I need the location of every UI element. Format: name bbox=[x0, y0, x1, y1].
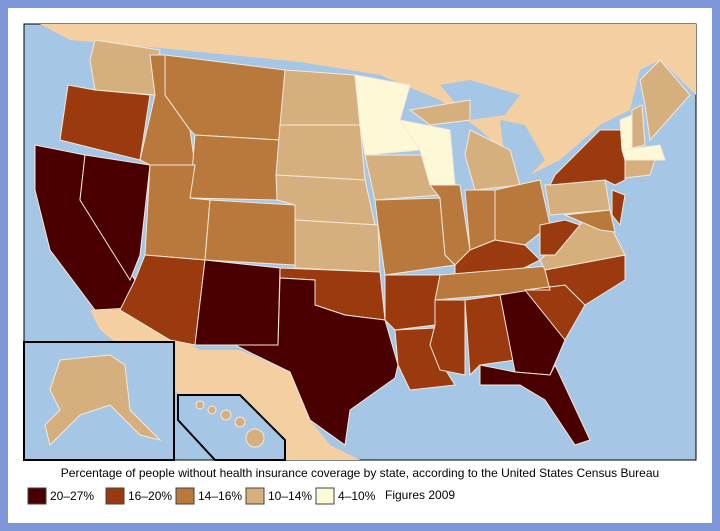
state bbox=[611, 189, 626, 227]
state bbox=[524, 254, 626, 306]
legend-label: 16–20% bbox=[128, 489, 172, 503]
state bbox=[631, 104, 646, 149]
state bbox=[234, 416, 246, 428]
legend-swatch bbox=[315, 487, 335, 505]
inset-states bbox=[44, 354, 265, 448]
caption: Percentage of people without health insu… bbox=[61, 466, 659, 480]
state bbox=[619, 114, 633, 151]
legend-label: 4–10% bbox=[338, 489, 376, 503]
state bbox=[189, 134, 281, 201]
state bbox=[59, 84, 151, 161]
legend-label: 14–16% bbox=[198, 489, 242, 503]
note: Figures 2009 bbox=[385, 488, 455, 502]
state bbox=[384, 274, 441, 331]
legend-label: 20–27% bbox=[50, 489, 94, 503]
state bbox=[275, 124, 366, 181]
legend-swatch bbox=[175, 487, 195, 505]
state bbox=[563, 209, 616, 233]
state bbox=[464, 189, 496, 251]
state bbox=[549, 129, 626, 186]
state bbox=[539, 219, 581, 256]
state bbox=[624, 159, 656, 179]
legend-swatch bbox=[27, 487, 47, 505]
state bbox=[234, 277, 399, 446]
state bbox=[408, 99, 471, 126]
states bbox=[34, 39, 691, 446]
state bbox=[279, 69, 361, 126]
state bbox=[207, 405, 217, 415]
state bbox=[79, 154, 151, 282]
state bbox=[220, 409, 232, 421]
legend: 20–27% 16–20% 14–16% 10–14% 4–10% bbox=[27, 487, 376, 505]
state bbox=[494, 179, 551, 246]
legend-swatch bbox=[105, 487, 125, 505]
state bbox=[44, 354, 162, 446]
legend-label: 10–14% bbox=[268, 489, 312, 503]
state bbox=[194, 259, 281, 346]
state bbox=[294, 219, 381, 273]
state bbox=[464, 294, 516, 377]
state bbox=[464, 129, 521, 191]
state bbox=[245, 428, 265, 448]
state bbox=[639, 59, 691, 142]
state bbox=[499, 289, 566, 376]
state bbox=[621, 144, 666, 161]
state bbox=[479, 363, 591, 446]
state bbox=[89, 39, 161, 96]
legend-swatch bbox=[245, 487, 265, 505]
state bbox=[195, 400, 205, 410]
state bbox=[544, 179, 611, 216]
state bbox=[204, 199, 296, 266]
